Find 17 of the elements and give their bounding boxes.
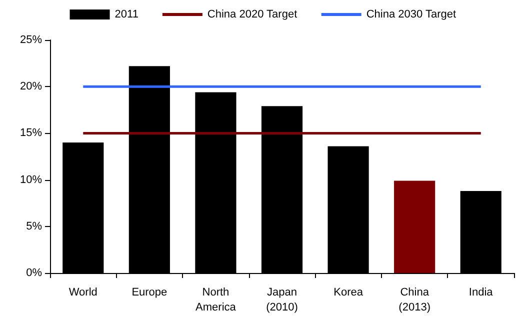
x-tick-label: North America bbox=[196, 286, 237, 314]
y-tick-label: 20% bbox=[20, 80, 42, 93]
x-tick-label: World bbox=[68, 286, 98, 298]
legend-label: 2011 bbox=[114, 8, 138, 20]
y-tick-label: 5% bbox=[26, 220, 42, 232]
legend-label: China 2030 Target bbox=[366, 8, 456, 20]
bar bbox=[394, 180, 436, 273]
y-tick-label: 15% bbox=[20, 127, 42, 140]
x-tick-label: Japan (2010) bbox=[266, 286, 298, 314]
x-tick-label: China (2013) bbox=[398, 286, 430, 314]
y-tick-label: 10% bbox=[20, 174, 42, 186]
x-tick-label: India bbox=[468, 286, 494, 298]
y-tick-label: 25% bbox=[20, 34, 42, 46]
legend-label: China 2020 Target bbox=[207, 8, 298, 20]
x-tick-label: Korea bbox=[334, 286, 364, 298]
y-tick-label: 0% bbox=[26, 267, 42, 279]
x-tick-label: Europe bbox=[132, 286, 168, 298]
